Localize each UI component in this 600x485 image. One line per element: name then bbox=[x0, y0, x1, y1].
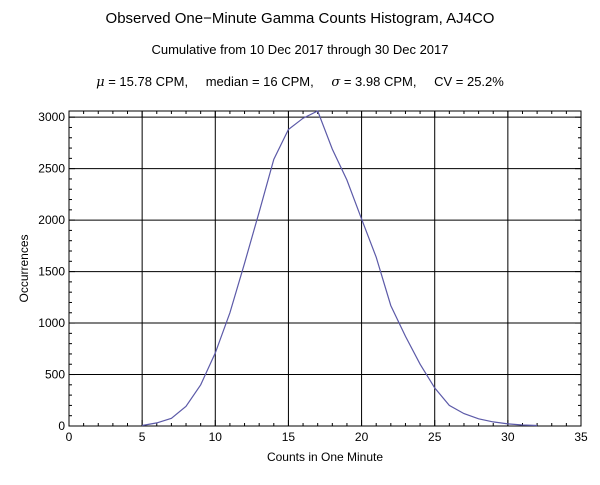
stat-mean-value: = 15.78 CPM, bbox=[104, 74, 189, 89]
y-axis-label: Occurrences bbox=[17, 234, 31, 302]
y-tick-label: 1500 bbox=[38, 265, 65, 279]
stat-sigma-value: = 3.98 CPM, bbox=[340, 74, 417, 89]
chart-subtitle: Cumulative from 10 Dec 2017 through 30 D… bbox=[151, 42, 449, 57]
plot-frame bbox=[68, 110, 582, 427]
axis-ticks bbox=[68, 111, 582, 427]
series-line bbox=[141, 110, 538, 427]
y-tick-label: 1000 bbox=[38, 316, 65, 330]
x-tick-labels: 0 5 10 15 20 25 30 35 bbox=[66, 430, 588, 444]
y-tick-labels: 0 500 1000 1500 2000 2500 3000 bbox=[38, 110, 65, 433]
x-tick-label: 30 bbox=[501, 430, 515, 444]
y-tick-label: 2500 bbox=[38, 162, 65, 176]
stat-sigma-symbol: σ bbox=[331, 75, 341, 90]
x-tick-label: 25 bbox=[428, 430, 442, 444]
x-tick-label: 10 bbox=[209, 430, 223, 444]
x-tick-label: 5 bbox=[139, 430, 146, 444]
grid-lines bbox=[68, 111, 582, 427]
stat-median: median = 16 CPM, bbox=[205, 74, 314, 89]
y-tick-label: 500 bbox=[45, 368, 65, 382]
x-axis-label: Counts in One Minute bbox=[267, 450, 383, 464]
y-tick-label: 0 bbox=[58, 419, 65, 433]
chart-title: Observed One−Minute Gamma Counts Histogr… bbox=[105, 10, 495, 27]
stat-mean-symbol: μ bbox=[96, 75, 105, 90]
stat-sigma: σ = 3.98 CPM, bbox=[331, 74, 417, 90]
x-tick-label: 20 bbox=[355, 430, 369, 444]
y-tick-label: 3000 bbox=[38, 110, 65, 124]
stat-mean: μ = 15.78 CPM, bbox=[96, 74, 189, 90]
stat-cv: CV = 25.2% bbox=[434, 74, 504, 89]
x-tick-label: 15 bbox=[282, 430, 296, 444]
x-tick-label: 35 bbox=[574, 430, 588, 444]
x-tick-label: 0 bbox=[66, 430, 73, 444]
chart-stats: μ = 15.78 CPM, median = 16 CPM, σ = 3.98… bbox=[0, 74, 600, 90]
y-tick-label: 2000 bbox=[38, 213, 65, 227]
